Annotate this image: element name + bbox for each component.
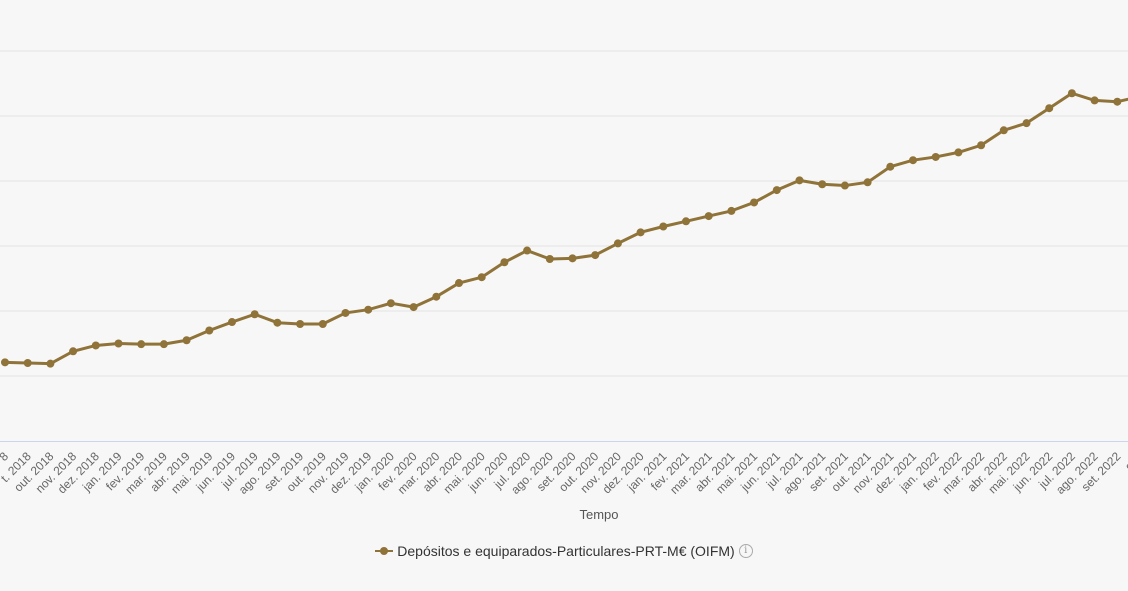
- data-point[interactable]: [523, 246, 532, 255]
- data-point[interactable]: [432, 292, 441, 301]
- gridlines: [0, 50, 1128, 377]
- data-point[interactable]: [114, 339, 123, 348]
- data-point[interactable]: [636, 228, 645, 237]
- data-point[interactable]: [727, 206, 736, 215]
- data-point[interactable]: [954, 148, 963, 157]
- data-point[interactable]: [909, 156, 917, 165]
- data-point[interactable]: [1, 358, 9, 367]
- data-point[interactable]: [1090, 96, 1099, 105]
- data-point[interactable]: [1067, 89, 1076, 98]
- data-point[interactable]: [409, 303, 418, 312]
- data-point[interactable]: [931, 152, 940, 161]
- data-point[interactable]: [545, 255, 554, 263]
- data-point[interactable]: [591, 251, 600, 260]
- data-point[interactable]: [682, 217, 690, 226]
- data-point[interactable]: [46, 359, 55, 368]
- x-tick-label: out.: [1122, 449, 1128, 473]
- data-point[interactable]: [182, 336, 191, 345]
- data-point[interactable]: [341, 308, 350, 317]
- legend-marker-dot: [380, 547, 389, 555]
- legend-line-marker-icon: [375, 546, 394, 556]
- data-point[interactable]: [205, 326, 214, 335]
- data-point[interactable]: [750, 198, 759, 207]
- data-point[interactable]: [977, 141, 986, 150]
- data-point[interactable]: [250, 310, 259, 319]
- legend: Depósitos e equiparados-Particulares-PRT…: [0, 543, 1128, 559]
- series-line[interactable]: [4, 91, 1128, 366]
- data-point[interactable]: [296, 320, 305, 328]
- x-tick-label: 8: [0, 449, 11, 464]
- data-point[interactable]: [863, 178, 872, 187]
- data-point[interactable]: [159, 340, 168, 349]
- data-point[interactable]: [318, 320, 327, 328]
- data-point[interactable]: [613, 239, 622, 248]
- data-point[interactable]: [818, 180, 827, 189]
- data-points: [1, 89, 1122, 368]
- data-point[interactable]: [704, 212, 713, 221]
- data-point[interactable]: [999, 126, 1008, 135]
- data-point[interactable]: [500, 258, 509, 267]
- data-point[interactable]: [477, 273, 486, 282]
- data-point[interactable]: [137, 340, 146, 349]
- data-point[interactable]: [1022, 119, 1031, 128]
- data-point[interactable]: [840, 181, 849, 190]
- data-point[interactable]: [1113, 97, 1122, 106]
- legend-label: Depósitos e equiparados-Particulares-PRT…: [397, 543, 735, 559]
- data-point[interactable]: [568, 254, 577, 263]
- data-point[interactable]: [659, 222, 668, 231]
- data-point[interactable]: [273, 318, 282, 327]
- data-point[interactable]: [886, 162, 895, 171]
- data-point[interactable]: [772, 186, 781, 195]
- x-axis-title: Tempo: [579, 507, 618, 522]
- data-point[interactable]: [69, 347, 78, 356]
- data-point[interactable]: [386, 299, 395, 308]
- data-point[interactable]: [455, 279, 463, 288]
- info-icon[interactable]: i: [738, 544, 753, 558]
- data-point[interactable]: [91, 341, 100, 350]
- data-point[interactable]: [1045, 104, 1054, 113]
- data-point[interactable]: [795, 176, 804, 185]
- data-point[interactable]: [228, 318, 236, 327]
- legend-item[interactable]: Depósitos e equiparados-Particulares-PRT…: [375, 543, 753, 559]
- data-point[interactable]: [364, 305, 373, 314]
- data-point[interactable]: [23, 359, 32, 367]
